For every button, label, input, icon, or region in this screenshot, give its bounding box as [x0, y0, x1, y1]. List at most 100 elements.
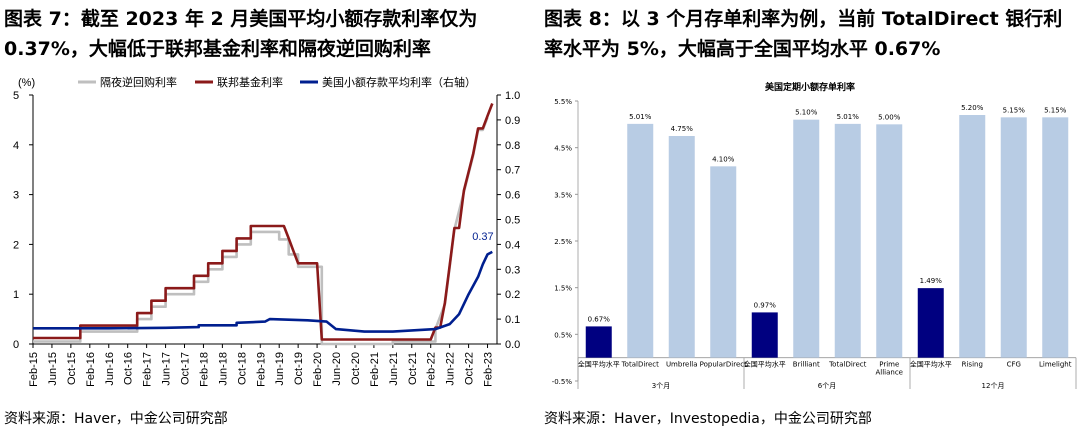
y-tick-label-right: 0.8 — [505, 140, 520, 152]
x-tick-label: Feb-19 — [255, 352, 267, 387]
x-tick-label: Feb-23 — [483, 352, 495, 387]
annotation-label: 0.37 — [472, 231, 493, 243]
right-chart-title: 图表 8：以 3 个月存单利率为例，当前 TotalDirect 银行利率水平为… — [544, 8, 1063, 60]
y-tick-label: 2.5% — [554, 238, 572, 246]
x-tick-label: Oct-21 — [407, 352, 419, 385]
x-tick-label: Oct-16 — [123, 352, 135, 385]
group-label-1: 6个月 — [818, 382, 836, 390]
x-tick-label: Jun-15 — [47, 352, 59, 386]
y-tick-label: -0.5% — [552, 378, 573, 386]
y-tick-label-left: 4 — [13, 140, 19, 152]
legend-label-0: 隔夜逆回购利率 — [100, 75, 177, 89]
y-tick-label-right: 0.2 — [505, 289, 520, 301]
bar-10 — [1000, 117, 1027, 358]
y-tick-label-left: 3 — [13, 190, 19, 202]
x-tick-label: Jun-20 — [331, 352, 343, 386]
y-tick-label-right: 0.4 — [505, 239, 520, 251]
bar-category-label-7: Alliance — [875, 369, 903, 377]
y-unit-label: (%) — [18, 77, 35, 89]
y-tick-label-right: 0.9 — [505, 115, 520, 127]
x-tick-label: Oct-17 — [180, 352, 192, 385]
bar-value-label-1: 5.01% — [629, 113, 652, 121]
x-tick-label: Oct-22 — [464, 352, 476, 385]
x-tick-label: Jun-22 — [445, 352, 457, 386]
y-tick-label-left: 2 — [13, 239, 19, 251]
series-line-0 — [33, 116, 489, 346]
bar-value-label-7: 5.00% — [878, 113, 901, 121]
y-tick-label: 0.5% — [554, 331, 572, 339]
y-tick-label-right: 1.0 — [505, 90, 520, 102]
group-label-2: 12个月 — [982, 382, 1005, 390]
bar-category-label-1: TotalDirect — [621, 361, 660, 369]
y-tick-label: 3.5% — [554, 191, 572, 199]
bar-category-label-10: CFG — [1007, 361, 1021, 369]
legend-label-2: 美国小额存款平均利率（右轴） — [322, 75, 476, 89]
bar-value-label-6: 5.01% — [837, 113, 860, 121]
x-tick-label: Feb-15 — [28, 352, 40, 387]
y-tick-label-left: 1 — [13, 289, 19, 301]
right-chart-source: 资料来源：Haver，Investopedia，中金公司研究部 — [544, 411, 872, 427]
y-tick-label-left: 5 — [13, 90, 19, 102]
bar-value-label-3: 4.10% — [712, 155, 735, 163]
legend-label-1: 联邦基金利率 — [217, 75, 283, 89]
series-line-1 — [33, 103, 494, 341]
x-tick-label: Oct-15 — [66, 352, 78, 385]
bar-category-label-3: PopularDirect — [700, 361, 747, 369]
x-tick-label: Jun-18 — [217, 352, 229, 386]
x-tick-label: Feb-16 — [85, 352, 97, 387]
x-tick-label: Feb-22 — [426, 352, 438, 387]
bar-category-label-9: Rising — [962, 361, 983, 369]
group-label-0: 3个月 — [652, 382, 670, 390]
bar-category-label-2: Umbrella — [666, 361, 698, 369]
left-chart-title: 图表 7：截至 2023 年 2 月美国平均小额存款利率仅为 0.37%，大幅低… — [4, 8, 478, 60]
x-tick-label: Oct-18 — [236, 352, 248, 385]
x-tick-label: Jun-19 — [274, 352, 286, 386]
bar-category-label-11: Limelight — [1039, 361, 1072, 369]
y-tick-label-right: 0.3 — [505, 264, 520, 276]
x-tick-label: Jun-16 — [104, 352, 116, 386]
bar-value-label-9: 5.20% — [961, 104, 984, 112]
bar-1 — [627, 123, 654, 358]
bar-4 — [751, 312, 778, 358]
bar-category-label-6: TotalDirect — [828, 361, 867, 369]
bar-value-label-11: 5.15% — [1044, 106, 1067, 114]
bar-8 — [917, 288, 944, 358]
bar-category-label-8: 全国平均水平 — [910, 360, 952, 369]
x-tick-label: Feb-20 — [312, 352, 324, 387]
x-tick-label: Feb-18 — [198, 352, 210, 387]
left-chart-source: 资料来源：Haver，中金公司研究部 — [4, 411, 228, 427]
bar-category-label-4: 全国平均水平 — [744, 360, 786, 369]
bar-category-label-0: 全国平均水平 — [578, 360, 620, 369]
bar-value-label-10: 5.15% — [1003, 106, 1026, 114]
y-tick-label: 5.5% — [554, 98, 572, 106]
y-tick-label-right: 0.0 — [505, 339, 520, 351]
bar-3 — [710, 166, 737, 358]
bar-category-label-5: Brilliant — [793, 361, 820, 369]
bar-6 — [834, 123, 861, 358]
x-tick-label: Jun-17 — [161, 352, 173, 386]
x-tick-label: Feb-21 — [369, 352, 381, 387]
y-tick-label-right: 0.7 — [505, 165, 520, 177]
x-tick-label: Oct-20 — [350, 352, 362, 385]
bar-11 — [1042, 117, 1069, 358]
y-tick-label-right: 0.6 — [505, 190, 520, 202]
series-line-2 — [33, 250, 493, 333]
y-tick-label: 4.5% — [554, 145, 572, 153]
bar-value-label-8: 1.49% — [920, 277, 943, 285]
bar-value-label-5: 5.10% — [795, 109, 818, 117]
bar-value-label-2: 4.75% — [671, 125, 694, 133]
bar-value-label-4: 0.97% — [754, 301, 777, 309]
y-tick-label-left: 0 — [13, 339, 19, 351]
x-tick-label: Oct-19 — [293, 352, 305, 385]
y-tick-label-right: 0.5 — [505, 215, 520, 227]
policy-rates-line-chart: (%) 0 1 2 3 4 5 0.0 0.1 0.2 0.3 0.4 0.5 0.6 0.7 0.8 0.9 1… — [13, 75, 520, 387]
y-tick-label-right: 0.1 — [505, 314, 520, 326]
bar-7 — [876, 124, 903, 358]
bar-2 — [668, 136, 695, 358]
bar-0 — [585, 326, 612, 358]
y-tick-label: 1.5% — [554, 285, 572, 293]
bar-category-label-7: Prime — [879, 361, 899, 369]
bar-chart-title: 美国定期小额存单利率 — [765, 81, 855, 93]
x-tick-label: Feb-17 — [142, 352, 154, 387]
bar-5 — [793, 119, 820, 358]
